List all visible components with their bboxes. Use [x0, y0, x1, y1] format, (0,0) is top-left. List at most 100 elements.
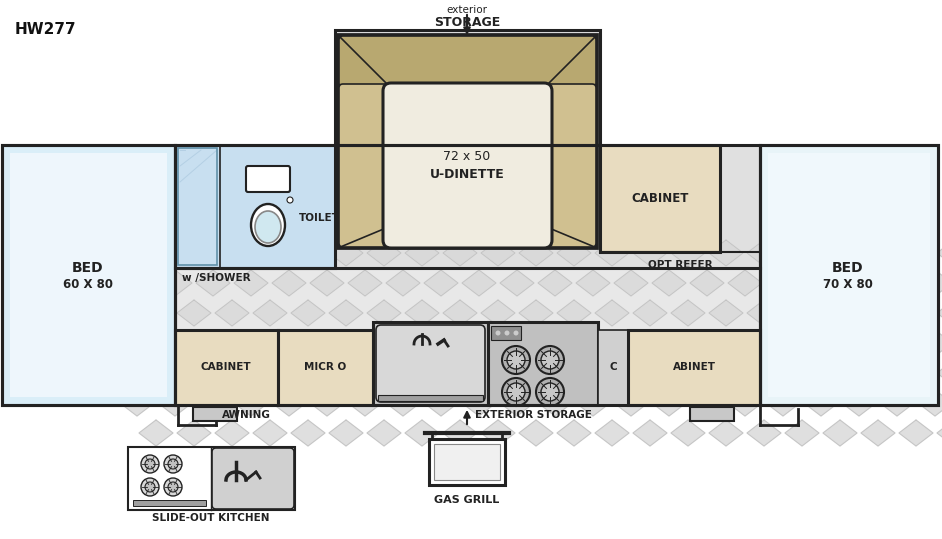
Polygon shape: [728, 330, 762, 356]
Polygon shape: [899, 240, 933, 266]
Polygon shape: [405, 240, 439, 266]
Polygon shape: [633, 240, 667, 266]
Polygon shape: [443, 420, 477, 446]
Polygon shape: [253, 240, 287, 266]
Bar: [175, 145, 760, 405]
Text: STORAGE: STORAGE: [434, 16, 500, 29]
Polygon shape: [481, 360, 515, 386]
Polygon shape: [633, 300, 667, 326]
Polygon shape: [880, 390, 914, 416]
FancyBboxPatch shape: [383, 83, 552, 248]
Polygon shape: [595, 300, 629, 326]
Polygon shape: [177, 240, 211, 266]
Polygon shape: [823, 360, 857, 386]
Polygon shape: [918, 330, 942, 356]
Polygon shape: [481, 240, 515, 266]
Text: MICR O: MICR O: [304, 362, 346, 372]
Bar: [175, 145, 335, 268]
Text: BED: BED: [832, 261, 864, 275]
Circle shape: [141, 455, 159, 473]
Bar: [760, 145, 938, 405]
Polygon shape: [405, 300, 439, 326]
Polygon shape: [614, 330, 648, 356]
Polygon shape: [139, 420, 173, 446]
Polygon shape: [139, 300, 173, 326]
Polygon shape: [139, 360, 173, 386]
Polygon shape: [576, 270, 610, 296]
Text: 70 X 80: 70 X 80: [823, 279, 873, 292]
Polygon shape: [633, 360, 667, 386]
Polygon shape: [500, 390, 534, 416]
FancyBboxPatch shape: [339, 36, 596, 87]
Polygon shape: [253, 300, 287, 326]
Circle shape: [141, 478, 159, 496]
Polygon shape: [918, 270, 942, 296]
Polygon shape: [804, 390, 838, 416]
Polygon shape: [557, 360, 591, 386]
Polygon shape: [576, 390, 610, 416]
Polygon shape: [367, 240, 401, 266]
Polygon shape: [538, 330, 572, 356]
Polygon shape: [367, 300, 401, 326]
Polygon shape: [215, 420, 249, 446]
Polygon shape: [614, 390, 648, 416]
Circle shape: [164, 478, 182, 496]
Polygon shape: [120, 330, 154, 356]
Text: CABINET: CABINET: [631, 191, 689, 204]
Polygon shape: [158, 330, 192, 356]
Bar: [278, 330, 373, 405]
Polygon shape: [899, 360, 933, 386]
Polygon shape: [443, 360, 477, 386]
Polygon shape: [937, 240, 942, 266]
Polygon shape: [557, 420, 591, 446]
Polygon shape: [728, 390, 762, 416]
Polygon shape: [348, 330, 382, 356]
Bar: [491, 326, 521, 340]
Text: AWNING: AWNING: [222, 410, 271, 420]
Polygon shape: [671, 420, 705, 446]
Polygon shape: [291, 240, 325, 266]
Polygon shape: [842, 330, 876, 356]
Polygon shape: [139, 240, 173, 266]
Polygon shape: [519, 360, 553, 386]
Polygon shape: [519, 300, 553, 326]
Polygon shape: [443, 240, 477, 266]
Bar: [10, 153, 167, 397]
Text: C: C: [609, 362, 617, 372]
Circle shape: [513, 330, 518, 335]
Circle shape: [536, 346, 564, 374]
Bar: [768, 153, 930, 397]
Text: SLIDE-OUT KITCHEN: SLIDE-OUT KITCHEN: [153, 513, 269, 523]
Polygon shape: [329, 300, 363, 326]
Polygon shape: [272, 390, 306, 416]
FancyBboxPatch shape: [246, 166, 290, 192]
Polygon shape: [234, 270, 268, 296]
Polygon shape: [766, 270, 800, 296]
Bar: [760, 145, 938, 405]
Bar: [335, 30, 600, 145]
Circle shape: [536, 378, 564, 406]
Polygon shape: [177, 420, 211, 446]
Polygon shape: [310, 270, 344, 296]
Polygon shape: [253, 420, 287, 446]
Polygon shape: [481, 420, 515, 446]
Polygon shape: [291, 360, 325, 386]
Polygon shape: [576, 330, 610, 356]
Polygon shape: [443, 300, 477, 326]
Polygon shape: [177, 300, 211, 326]
Polygon shape: [405, 360, 439, 386]
FancyBboxPatch shape: [339, 84, 390, 247]
Text: CABINET: CABINET: [201, 362, 252, 372]
Circle shape: [168, 459, 178, 469]
Circle shape: [505, 330, 510, 335]
Polygon shape: [861, 360, 895, 386]
Polygon shape: [595, 240, 629, 266]
Bar: [338, 35, 597, 248]
Polygon shape: [861, 240, 895, 266]
Bar: [178, 148, 217, 265]
Polygon shape: [272, 330, 306, 356]
Polygon shape: [500, 330, 534, 356]
Polygon shape: [348, 390, 382, 416]
Polygon shape: [367, 360, 401, 386]
Bar: [133, 500, 206, 506]
